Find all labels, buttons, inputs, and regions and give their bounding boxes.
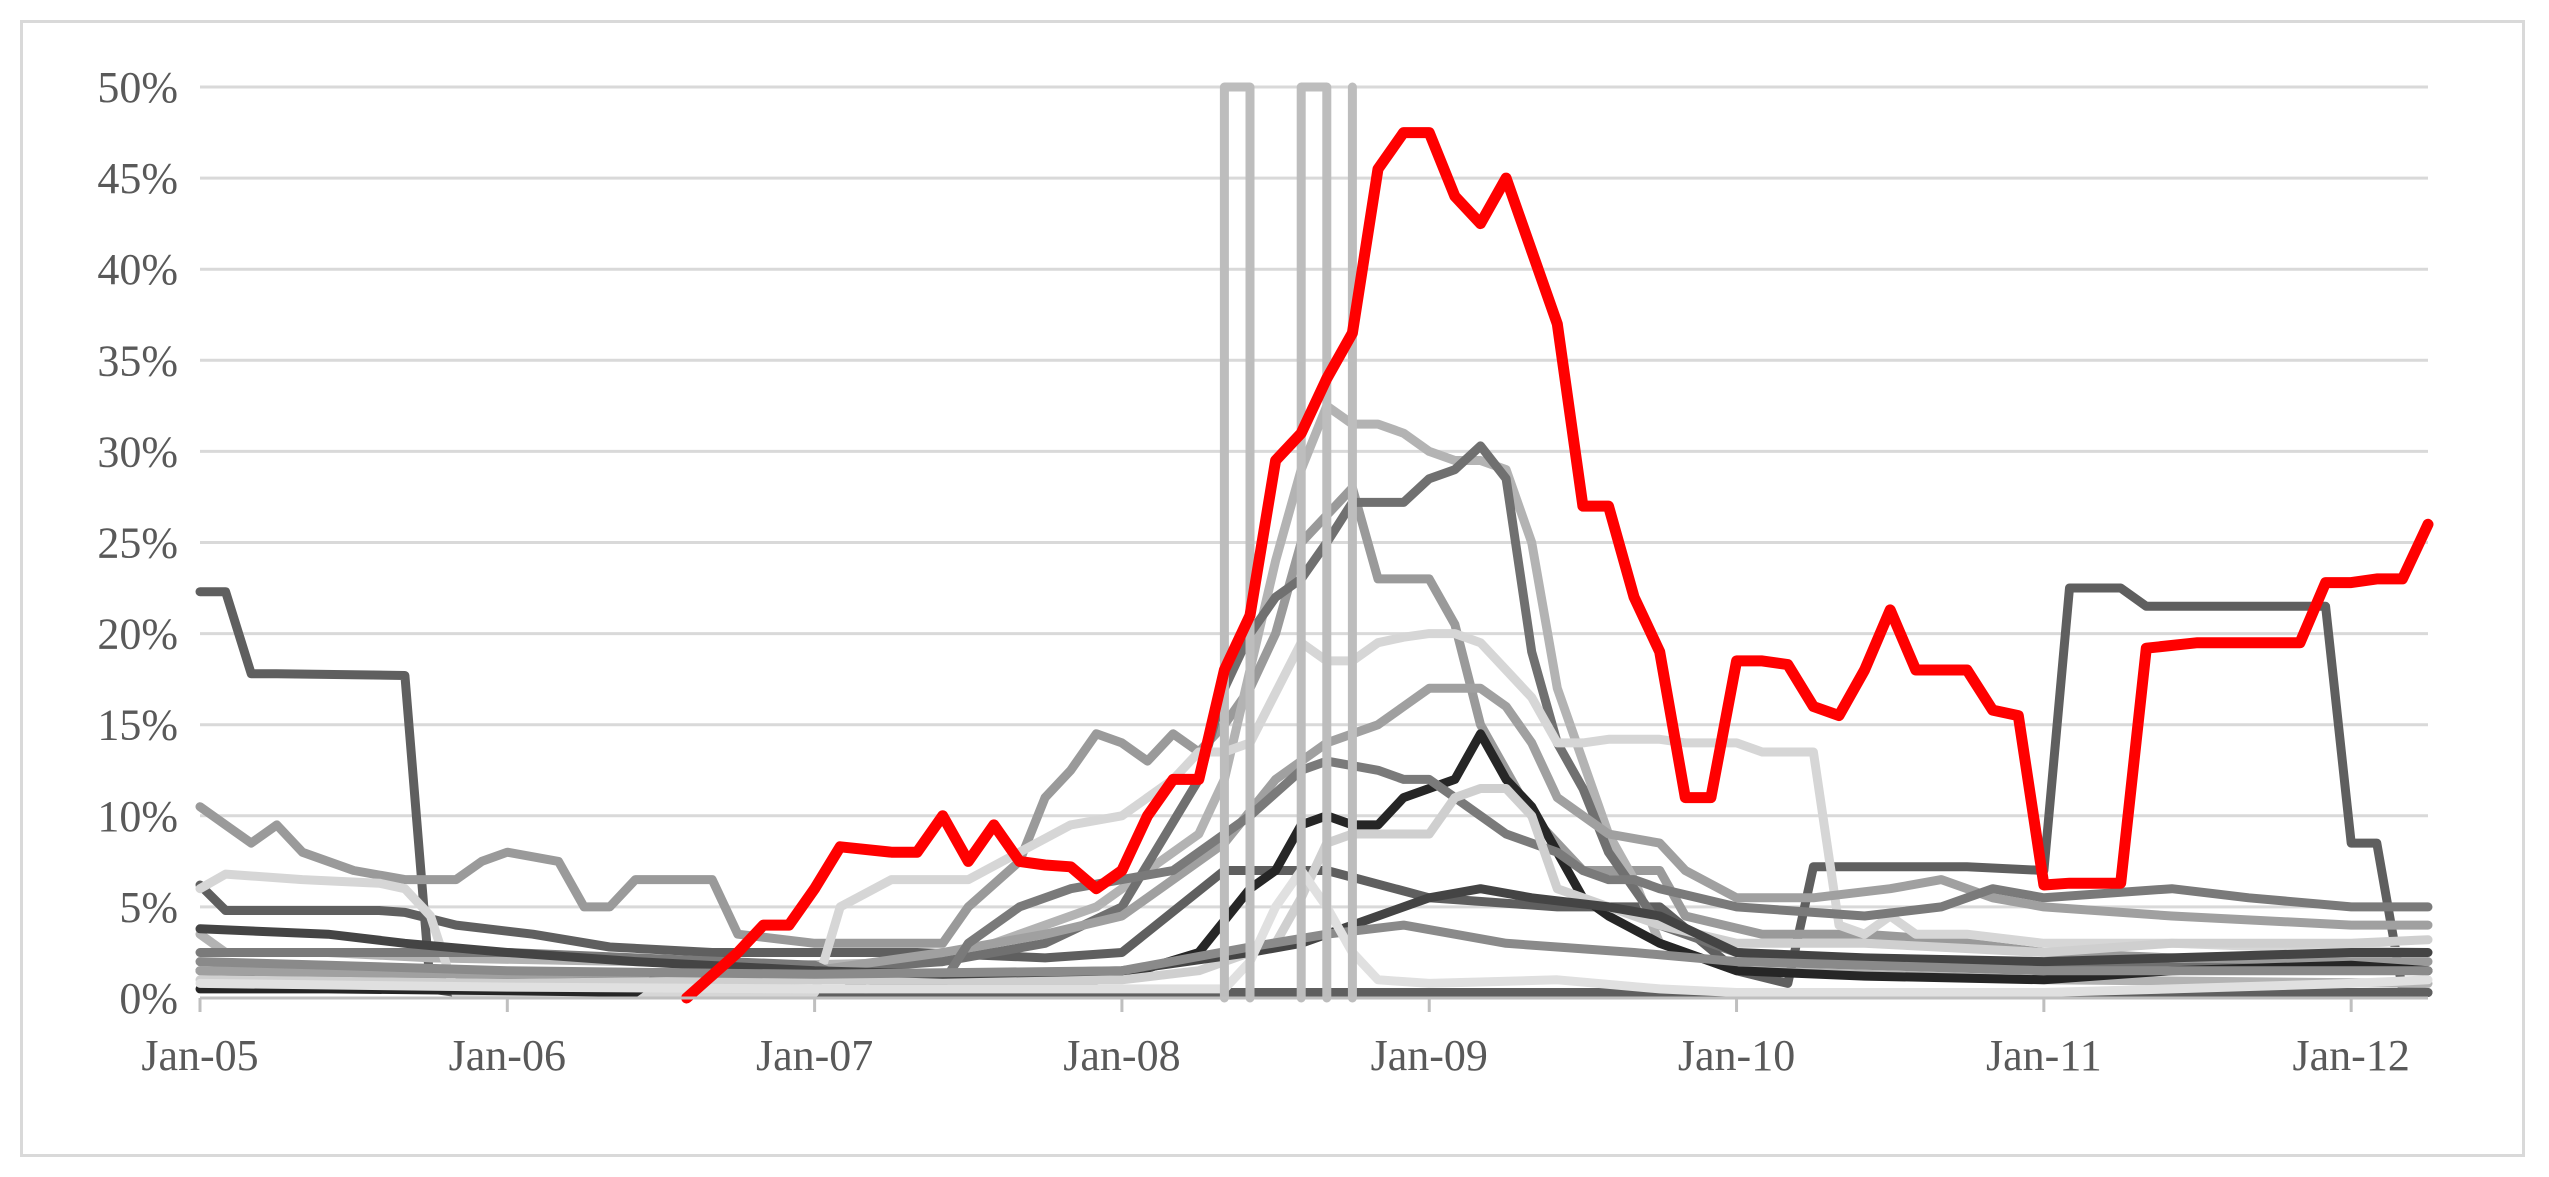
x-tick-label: Jan-09: [1371, 1031, 1488, 1080]
series-line-0: [681, 127, 2434, 1004]
series-line-14: [1219, 82, 1255, 1003]
axes: [198, 996, 2428, 1012]
series-line-11: [195, 884, 2433, 979]
y-tick-label: 50%: [97, 63, 178, 112]
y-tick-label: 20%: [97, 610, 178, 659]
x-tick-label: Jan-12: [2293, 1031, 2410, 1080]
x-tick-label: Jan-06: [449, 1031, 566, 1080]
series-line-15: [1296, 82, 1332, 1003]
x-tick-label: Jan-11: [1986, 1031, 2102, 1080]
y-tick-label: 35%: [97, 336, 178, 385]
y-tick-label: 0%: [119, 974, 178, 1023]
series-line-10: [195, 784, 2433, 988]
gridlines: [200, 85, 2428, 909]
series-line-7: [195, 683, 2433, 979]
series-line-2: [195, 583, 2433, 997]
series-lines: [195, 82, 2434, 1004]
series-line-6: [195, 629, 2433, 999]
chart-frame: 0% 5% 10% 15% 20% 25% 30% 35% 40% 45% 50% Jan-05 Ja…: [20, 20, 2525, 1157]
series-line-12: [195, 920, 2433, 979]
y-tick-label: 5%: [119, 883, 178, 932]
x-tick-labels: Jan-05 Jan-06 Jan-07 Jan-08 Jan-09 Jan-10 Jan-…: [141, 1031, 2409, 1080]
series-line-3: [195, 483, 2433, 967]
y-tick-label: 30%: [97, 427, 178, 476]
x-tick-label: Jan-07: [756, 1031, 873, 1080]
y-tick-label: 25%: [97, 519, 178, 568]
x-tick-label: Jan-10: [1678, 1031, 1795, 1080]
y-tick-labels: 0% 5% 10% 15% 20% 25% 30% 35% 40% 45% 50%: [97, 63, 178, 1023]
y-tick-label: 45%: [97, 154, 178, 203]
x-tick-label: Jan-05: [141, 1031, 258, 1080]
x-tick-label: Jan-08: [1063, 1031, 1180, 1080]
y-tick-label: 10%: [97, 792, 178, 841]
line-chart: 0%5%10%15%20%25%30%35%40%45%50% Jan-05 Ja…: [97, 63, 2434, 1080]
y-tick-label: 15%: [97, 701, 178, 750]
y-tick-label: 40%: [97, 245, 178, 294]
series-line-5: [195, 441, 2433, 981]
